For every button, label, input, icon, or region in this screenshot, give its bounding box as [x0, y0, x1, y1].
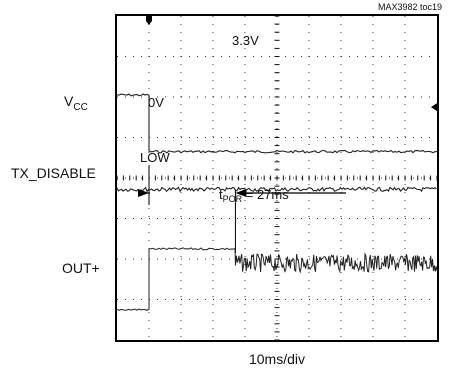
- tx-disable-trace: [116, 186, 437, 193]
- out-plus-trace: [116, 247, 438, 311]
- vcc-trace: [116, 93, 438, 154]
- tx-disable-low-label: LOW: [140, 150, 170, 165]
- figure-id: MAX3982 toc19: [378, 2, 442, 12]
- channel-label-out-plus: OUT+: [62, 260, 100, 276]
- ground-marker-icon: [431, 103, 437, 112]
- plot-border: [115, 14, 439, 342]
- trigger-marker-icon: [146, 15, 152, 25]
- x-scale-label: 10ms/div: [249, 351, 305, 367]
- grid: [116, 15, 438, 341]
- channel-label-tx-disable: TX_DISABLE: [11, 165, 96, 181]
- channel-label-vcc: VCC: [64, 93, 88, 113]
- vcc-high-level-label: 3.3V: [232, 33, 259, 48]
- vcc-low-level-label: 0V: [148, 95, 164, 110]
- tpor-measurement-label: tPOR = 27ms: [219, 187, 289, 204]
- tpor-arrow-left-head: [138, 189, 149, 197]
- traces: [116, 15, 438, 311]
- tpor-arrow-right-head: [235, 189, 247, 197]
